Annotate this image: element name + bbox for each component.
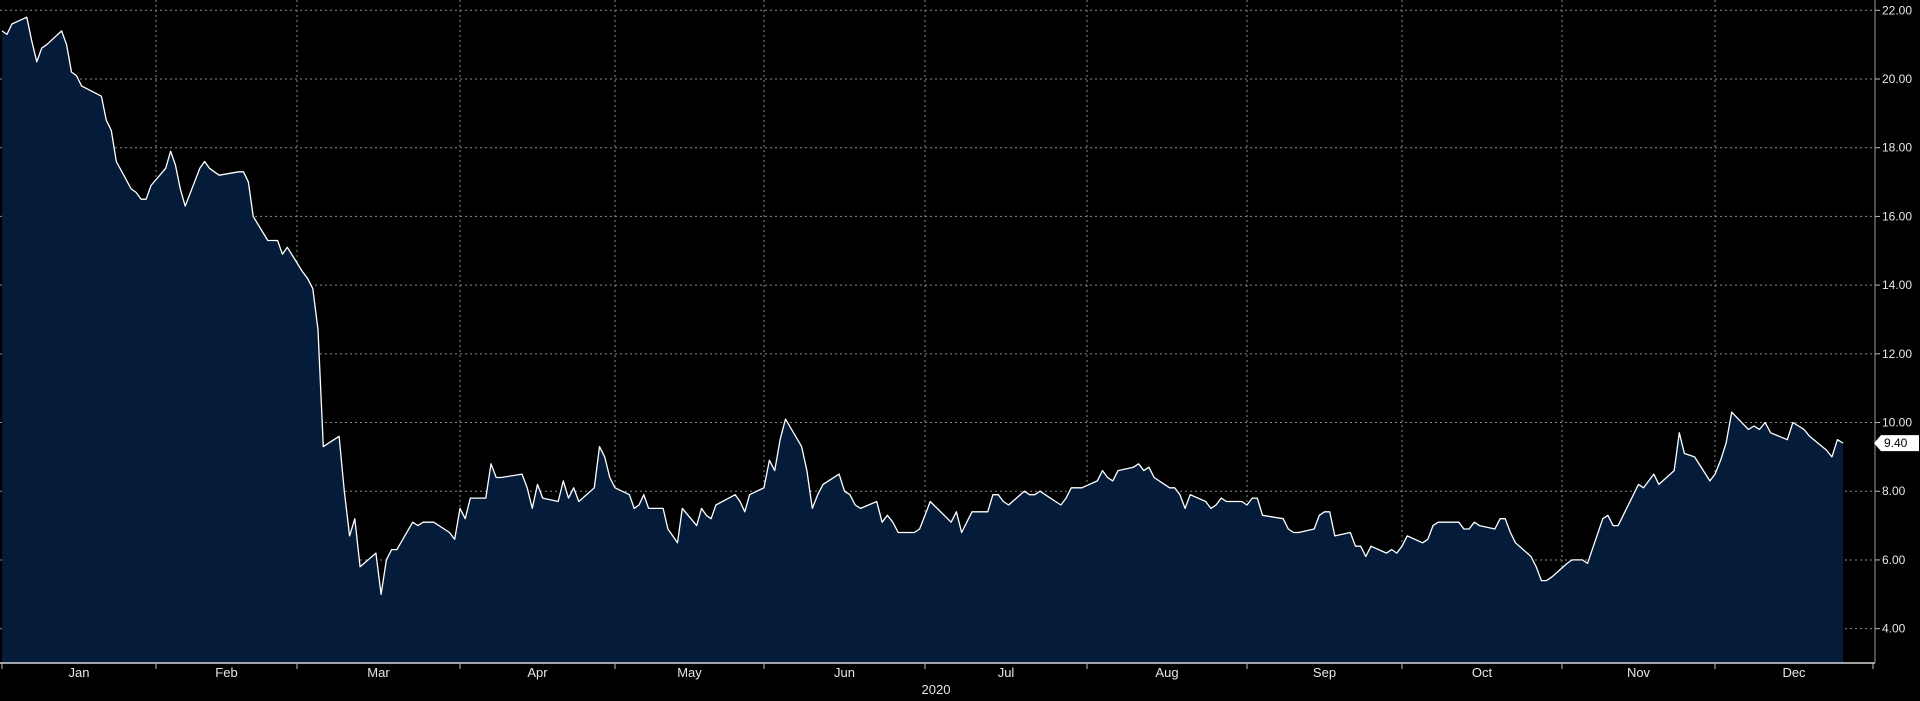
- series-line: [1, 16, 1844, 595]
- x-tick-label: Mar: [367, 665, 390, 680]
- x-tick-label: Aug: [1155, 665, 1178, 680]
- x-tick-label: Nov: [1627, 665, 1651, 680]
- x-tick-label: Jun: [834, 665, 855, 680]
- x-tick-label: Feb: [215, 665, 237, 680]
- last-value-tag: [1874, 435, 1919, 452]
- y-tick-label: 14.00: [1882, 278, 1912, 292]
- x-axis-tick-labels: Jan Feb Mar Apr May Jun Jul Aug Sep Oct Nov Dec: [1, 663, 1874, 680]
- x-tick-label: Sep: [1313, 665, 1336, 680]
- x-tick-label: May: [677, 665, 702, 680]
- y-tick-label: 10.00: [1882, 416, 1912, 430]
- last-value-label: 9.40: [1884, 436, 1908, 450]
- y-tick-label: 22.00: [1882, 3, 1912, 17]
- x-tick-label: Jan: [69, 665, 90, 680]
- y-tick-label: 8.00: [1882, 484, 1906, 498]
- x-tick-label: Jul: [998, 665, 1015, 680]
- y-tick-label: 16.00: [1882, 209, 1912, 223]
- y-tick-label: 20.00: [1882, 72, 1912, 86]
- y-tick-label: 18.00: [1882, 141, 1912, 155]
- y-tick-label: 4.00: [1882, 622, 1906, 636]
- x-tick-label: Oct: [1472, 665, 1493, 680]
- x-tick-label: Apr: [527, 665, 548, 680]
- last-value-marker: 9.40: [1874, 435, 1919, 452]
- y-tick-label: 12.00: [1882, 347, 1912, 361]
- x-axis-year-label: 2020: [922, 682, 951, 697]
- y-tick-label: 6.00: [1882, 553, 1906, 567]
- x-tick-label: Dec: [1782, 665, 1806, 680]
- series-area-fill: [2, 17, 1843, 663]
- y-axis-tick-labels: 4.00 6.00 8.00 10.00 12.00 14.00 16.00 18.00 20.…: [1875, 3, 1912, 636]
